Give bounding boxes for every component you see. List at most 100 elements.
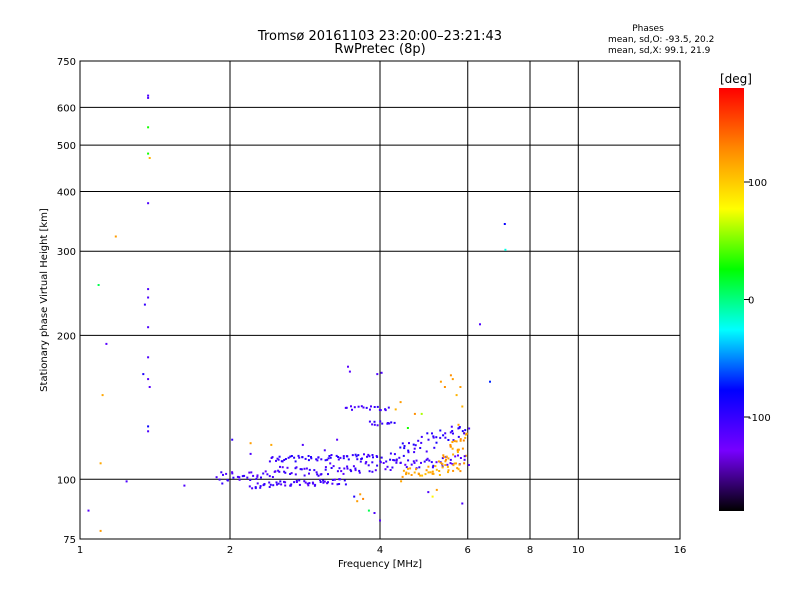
data-point	[322, 481, 325, 484]
data-point	[479, 323, 481, 326]
data-point	[435, 488, 438, 491]
data-point	[431, 466, 434, 469]
data-point	[286, 466, 289, 469]
data-point	[147, 296, 150, 299]
data-point	[457, 448, 460, 451]
data-point	[319, 481, 322, 483]
data-point	[356, 500, 359, 503]
data-point	[276, 457, 279, 460]
data-point	[284, 484, 287, 487]
data-point	[343, 479, 346, 482]
data-point	[459, 457, 462, 459]
data-point	[304, 481, 307, 484]
data-point	[272, 484, 275, 487]
data-point	[432, 435, 435, 438]
data-point	[279, 465, 281, 468]
data-point	[447, 469, 450, 472]
data-point	[324, 468, 327, 471]
data-point	[349, 468, 352, 471]
data-point	[274, 470, 277, 473]
data-point	[266, 473, 269, 476]
data-point	[327, 457, 330, 460]
data-point	[142, 373, 145, 376]
data-point	[300, 468, 303, 471]
x-tick-label: 1	[77, 545, 83, 556]
data-point	[342, 457, 345, 460]
data-point	[376, 373, 379, 376]
data-point	[444, 460, 447, 463]
data-point	[336, 438, 339, 441]
data-point	[231, 471, 234, 474]
data-point	[461, 502, 464, 505]
data-point	[294, 473, 297, 476]
y-tick-label: 75	[63, 535, 76, 546]
data-point	[379, 420, 382, 423]
data-point	[238, 478, 241, 481]
data-point	[319, 479, 322, 482]
data-point	[326, 482, 329, 485]
data-point	[125, 480, 128, 483]
data-point	[331, 479, 334, 481]
data-point	[389, 469, 392, 471]
data-point	[449, 431, 452, 434]
data-point	[353, 495, 356, 498]
data-point	[342, 455, 345, 458]
data-point	[250, 471, 253, 474]
data-point	[381, 422, 384, 425]
data-point	[427, 465, 430, 468]
data-point	[256, 482, 259, 485]
data-point	[442, 434, 445, 437]
data-point	[414, 444, 417, 447]
data-point	[301, 456, 304, 459]
data-point	[303, 480, 306, 483]
data-point	[451, 447, 454, 450]
data-point	[458, 463, 461, 466]
data-point	[320, 473, 323, 476]
data-point	[354, 453, 357, 456]
data-point	[398, 456, 401, 459]
data-point	[255, 477, 258, 480]
data-point	[290, 455, 293, 457]
data-point	[461, 430, 464, 433]
data-point	[393, 421, 396, 424]
data-point	[412, 443, 415, 446]
data-point	[427, 491, 430, 494]
data-point	[299, 468, 302, 471]
data-point	[449, 458, 452, 461]
data-point	[361, 457, 363, 460]
data-point	[447, 439, 450, 441]
data-point	[463, 432, 466, 435]
data-point	[147, 152, 150, 155]
data-point	[455, 440, 458, 443]
data-point	[442, 456, 445, 459]
data-point	[393, 459, 396, 462]
data-point	[459, 386, 462, 388]
data-point	[457, 435, 460, 438]
data-point	[445, 458, 447, 461]
data-point	[248, 485, 251, 488]
data-point	[405, 471, 408, 474]
data-point	[372, 456, 374, 459]
data-point	[413, 471, 416, 474]
data-point	[435, 461, 438, 464]
data-point	[344, 483, 347, 486]
data-point	[346, 465, 349, 468]
data-point	[326, 458, 329, 461]
data-point	[147, 356, 150, 359]
data-point	[431, 432, 433, 435]
data-point	[419, 447, 422, 449]
data-point	[301, 443, 304, 446]
data-point	[415, 459, 418, 462]
data-point	[222, 473, 224, 476]
data-point	[256, 474, 259, 477]
data-point	[306, 482, 309, 485]
data-point	[362, 497, 365, 500]
data-point	[316, 459, 319, 462]
data-point	[420, 441, 423, 444]
data-point	[147, 288, 150, 291]
data-point	[420, 461, 422, 464]
data-point	[367, 509, 370, 512]
data-point	[395, 458, 398, 461]
data-point	[305, 467, 308, 470]
data-point	[147, 378, 150, 381]
